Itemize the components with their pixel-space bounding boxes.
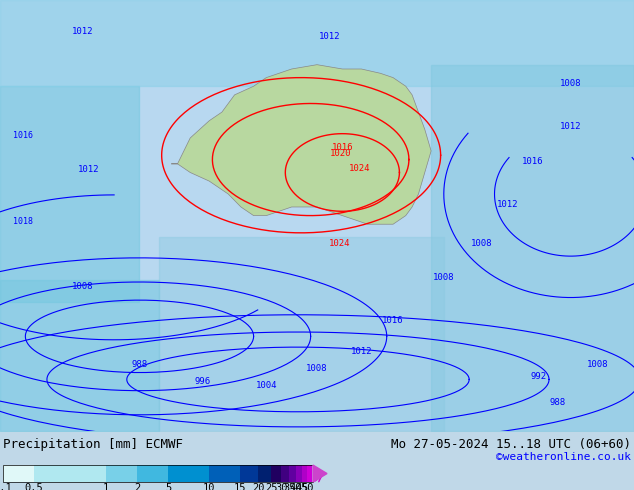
Bar [3, 465, 34, 482]
Text: 1012: 1012 [351, 346, 372, 356]
Text: 1008: 1008 [560, 79, 581, 88]
Bar [168, 465, 209, 482]
Bar [240, 465, 258, 482]
Text: 1016: 1016 [522, 157, 543, 166]
Polygon shape [313, 465, 327, 482]
Text: 1008: 1008 [587, 360, 609, 368]
Text: 1024: 1024 [349, 164, 370, 173]
Text: 0.1: 0.1 [0, 483, 13, 490]
Text: 1004: 1004 [256, 381, 277, 390]
Text: 1008: 1008 [471, 239, 493, 248]
Text: 5: 5 [165, 483, 171, 490]
Bar [209, 465, 240, 482]
Text: 1012: 1012 [72, 27, 93, 36]
Text: 996: 996 [195, 377, 211, 386]
Text: 1012: 1012 [78, 166, 100, 174]
Bar [307, 465, 312, 482]
Bar [106, 465, 137, 482]
Text: 1012: 1012 [496, 200, 518, 209]
Text: 0.5: 0.5 [25, 483, 43, 490]
Bar [258, 465, 271, 482]
Polygon shape [171, 65, 431, 224]
Text: 30: 30 [275, 483, 287, 490]
Text: 35: 35 [283, 483, 295, 490]
Bar [296, 465, 302, 482]
Bar [289, 465, 296, 482]
Bar [34, 465, 106, 482]
Bar [137, 465, 168, 482]
Text: ©weatheronline.co.uk: ©weatheronline.co.uk [496, 452, 631, 462]
Bar [271, 465, 281, 482]
Text: Mo 27-05-2024 15..18 UTC (06+60): Mo 27-05-2024 15..18 UTC (06+60) [391, 438, 631, 451]
Text: 15: 15 [234, 483, 247, 490]
Text: 1018: 1018 [13, 217, 33, 226]
Text: 10: 10 [203, 483, 216, 490]
Text: 1016: 1016 [332, 143, 354, 152]
Text: 1008: 1008 [72, 282, 93, 291]
Text: 1012: 1012 [319, 32, 340, 41]
Text: 1024: 1024 [328, 239, 350, 248]
Text: 1016: 1016 [13, 131, 33, 140]
Text: 20: 20 [252, 483, 264, 490]
Text: 1008: 1008 [306, 364, 328, 373]
Text: 50: 50 [301, 483, 314, 490]
Text: 1020: 1020 [330, 149, 351, 158]
Text: Precipitation [mm] ECMWF: Precipitation [mm] ECMWF [3, 438, 183, 451]
Text: 988: 988 [550, 398, 566, 407]
Text: 1016: 1016 [382, 317, 404, 325]
Bar [3, 465, 313, 482]
Text: 45: 45 [296, 483, 308, 490]
Text: 988: 988 [131, 360, 148, 368]
Text: 1: 1 [103, 483, 109, 490]
Text: 1012: 1012 [560, 122, 581, 131]
Text: 992: 992 [531, 372, 547, 381]
Bar [302, 465, 307, 482]
Text: 25: 25 [265, 483, 277, 490]
Text: 1008: 1008 [433, 273, 455, 282]
Text: 2: 2 [134, 483, 140, 490]
Text: 40: 40 [290, 483, 302, 490]
Bar [281, 465, 289, 482]
